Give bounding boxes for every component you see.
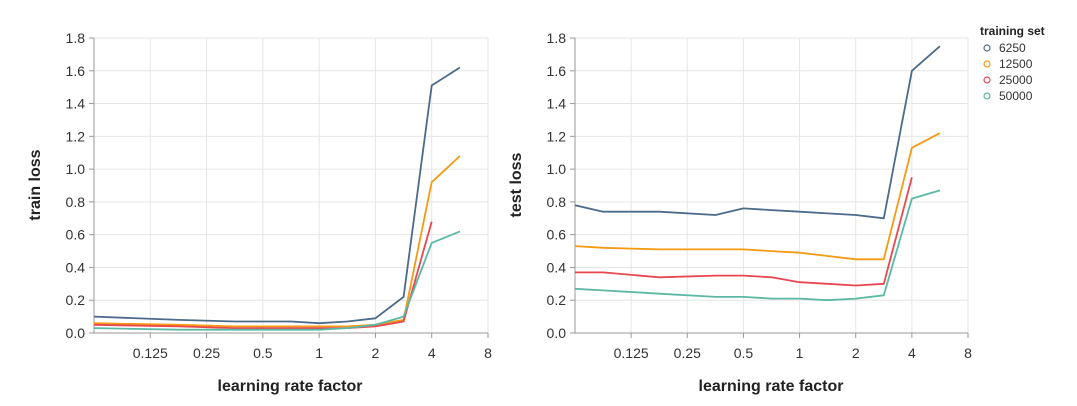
test-loss-x-tick-label: 2 — [852, 345, 860, 361]
train-loss-series-6250 — [93, 66, 461, 325]
legend-swatch-12500 — [983, 60, 991, 68]
train-loss-y-axis-title: train loss — [27, 149, 44, 220]
legend-label-50000: 50000 — [999, 89, 1033, 103]
train-loss-y-tick-label: 0.4 — [66, 259, 86, 275]
test-loss-series-25000 — [575, 177, 913, 287]
test-loss-x-tick-label: 4 — [908, 345, 916, 361]
test-loss-x-tick-label: 0.25 — [674, 345, 701, 361]
legend-swatch-6250 — [983, 44, 991, 52]
test-loss-y-axis-title: test loss — [508, 152, 525, 217]
legend: training set 6250 12500 25000 50000 — [980, 24, 1045, 103]
train-loss-chart: learning rate factor train loss 0.0 0.2 0.… — [27, 30, 492, 395]
train-loss-y-tick-label: 1.0 — [66, 161, 86, 177]
test-loss-y-tick-label: 1.8 — [547, 30, 567, 46]
train-loss-x-tick-label: 0.125 — [133, 345, 168, 361]
test-loss-y-tick-label: 0.8 — [547, 194, 567, 210]
train-loss-x-tick-label: 0.5 — [253, 345, 273, 361]
train-loss-series-50000 — [93, 230, 461, 331]
train-loss-x-tick-label: 0.25 — [193, 345, 220, 361]
legend-title: training set — [980, 24, 1045, 38]
legend-swatch-25000 — [983, 76, 991, 84]
train-loss-series-12500 — [93, 155, 461, 328]
legend-item-12500: 12500 — [983, 57, 1033, 71]
test-loss-y-tick-label: 1.4 — [547, 96, 567, 112]
test-loss-y-tick-label: 1.2 — [547, 128, 567, 144]
legend-item-50000: 50000 — [983, 89, 1033, 103]
test-loss-chart: learning rate factor test loss 0.0 0.2 0.4… — [508, 30, 972, 395]
test-loss-y-tick-label: 0.2 — [547, 292, 567, 308]
train-loss-y-tick-label: 0.0 — [66, 325, 86, 341]
train-loss-y-tick-label: 1.6 — [66, 63, 86, 79]
legend-swatch-50000 — [983, 92, 991, 100]
train-loss-x-axis-title: learning rate factor — [218, 378, 363, 395]
train-loss-y-tick-label: 1.8 — [66, 30, 86, 46]
train-loss-x-tick-label: 1 — [315, 345, 323, 361]
train-loss-y-tick-label: 0.2 — [66, 292, 86, 308]
train-loss-x-tick-label: 2 — [372, 345, 380, 361]
test-loss-x-tick-label: 0.125 — [614, 345, 649, 361]
test-loss-y-tick-label: 0.0 — [547, 325, 567, 341]
test-loss-series-12500 — [574, 132, 941, 261]
test-loss-series-6250 — [574, 45, 941, 220]
test-loss-y-tick-label: 1.0 — [547, 161, 567, 177]
train-loss-x-tick-label: 4 — [428, 345, 436, 361]
train-loss-y-tick-label: 1.4 — [66, 96, 86, 112]
train-loss-y-tick-label: 1.2 — [66, 128, 86, 144]
train-loss-y-tick-label: 0.6 — [66, 227, 86, 243]
test-loss-x-axis-title: learning rate factor — [699, 378, 844, 395]
train-loss-x-tick-label: 8 — [484, 345, 492, 361]
test-loss-y-tick-label: 1.6 — [547, 63, 567, 79]
test-loss-x-tick-label: 1 — [796, 345, 804, 361]
test-loss-series-50000 — [574, 189, 941, 302]
legend-item-25000: 25000 — [983, 73, 1033, 87]
legend-item-6250: 6250 — [983, 41, 1026, 55]
train-loss-series-25000 — [93, 221, 433, 330]
test-loss-y-tick-label: 0.6 — [547, 227, 567, 243]
test-loss-x-tick-label: 0.5 — [734, 345, 754, 361]
legend-label-6250: 6250 — [999, 41, 1026, 55]
test-loss-x-tick-label: 8 — [964, 345, 972, 361]
legend-label-25000: 25000 — [999, 73, 1033, 87]
legend-label-12500: 12500 — [999, 57, 1033, 71]
test-loss-y-tick-label: 0.4 — [547, 259, 567, 275]
train-loss-grid — [94, 37, 489, 333]
test-loss-grid — [575, 37, 969, 333]
train-loss-y-tick-label: 0.8 — [66, 194, 86, 210]
